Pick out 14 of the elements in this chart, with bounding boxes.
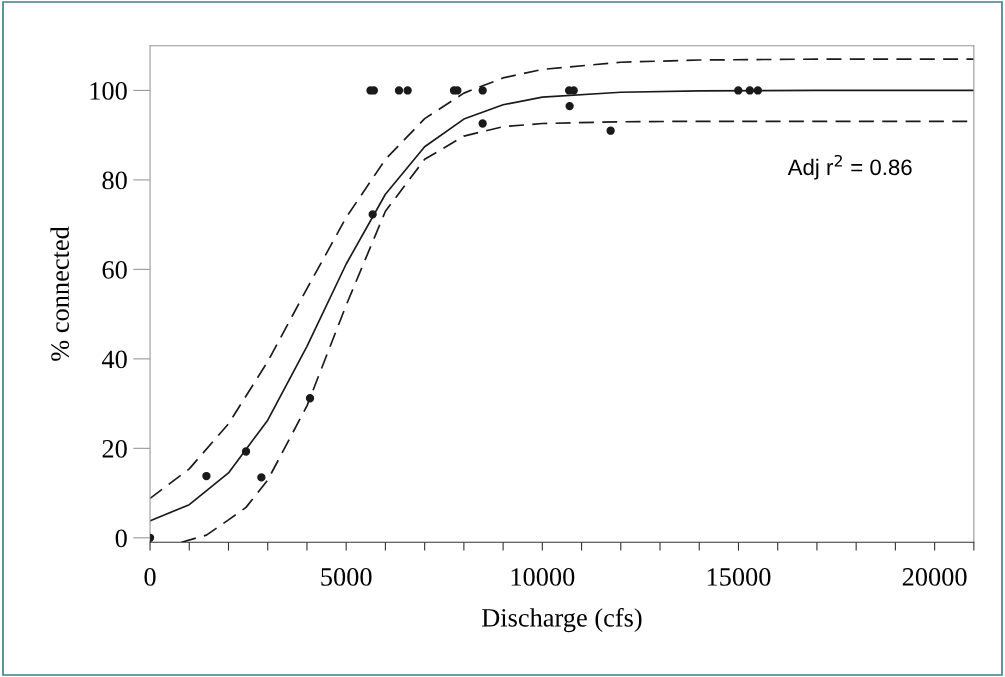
x-tick-label: 20000 — [902, 568, 967, 586]
y-tick-label: 100 — [90, 82, 127, 100]
annotation: Adj r$^{2}$ = 0.86 — [787, 154, 912, 180]
x-tick-label: 10000 — [511, 568, 575, 586]
y-axis-title: % connected — [50, 226, 70, 361]
x-tick-label: 0 — [144, 568, 156, 586]
y-tick-label: 20 — [102, 439, 127, 458]
x-axis-title: Discharge (cfs) — [481, 607, 642, 633]
y-tick-label: 0 — [115, 529, 127, 548]
x-tick-label: 15000 — [707, 568, 771, 586]
y-tick-label: 80 — [102, 171, 127, 190]
y-tick-label: 60 — [102, 260, 127, 279]
y-tick-label: 40 — [101, 350, 127, 369]
x-tick-label: 5000 — [321, 568, 372, 586]
